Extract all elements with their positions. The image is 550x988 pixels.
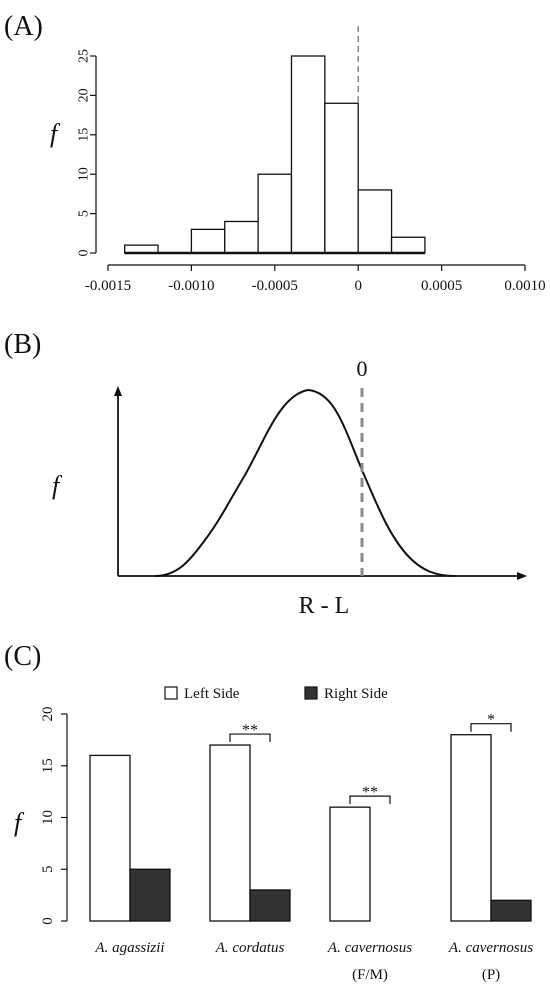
bar-left-side [209, 744, 251, 922]
histogram-bar [390, 236, 426, 254]
x-tick-label: -0.0010 [168, 278, 214, 294]
significance-marker: * [487, 712, 495, 729]
bar-left-side [329, 806, 371, 922]
panel-c-label: (C) [4, 641, 41, 672]
legend-right-label: Right Side [324, 686, 388, 702]
category-label: A. cordatus [215, 940, 285, 956]
panel-a-label: (A) [4, 11, 43, 42]
panel-b-xlabel: R - L [299, 593, 350, 619]
y-tick-label: 25 [77, 49, 92, 63]
y-tick-label: 15 [77, 128, 92, 142]
panel-a: (A) f -0.0015 -0.0010 -0.0005 0 0.0005 0.0010… [4, 11, 546, 294]
y-tick-label: 0 [40, 917, 56, 925]
category-sublabel: (P) [482, 967, 500, 983]
panel-c-ylabel: f [14, 808, 25, 837]
y-tick-label: 15 [40, 758, 56, 773]
y-tick-label: 20 [40, 707, 56, 722]
panel-a-ylabel: f [50, 119, 61, 148]
bar-left-side [450, 734, 492, 922]
y-tick-label: 10 [77, 167, 92, 181]
panel-b: (B) 0 f R - L [4, 329, 527, 619]
histogram-a: -0.0015 -0.0010 -0.0005 0 0.0005 0.0010 0 5 10 15… [77, 26, 546, 294]
histogram-bar [357, 189, 393, 254]
panel-b-ylabel: f [52, 471, 63, 500]
y-tick-label: 10 [40, 810, 56, 825]
category-label: A. cavernosus [448, 940, 533, 956]
histogram-bar [324, 102, 359, 254]
significance-bracket [229, 733, 271, 743]
distribution-curve [154, 388, 456, 577]
panel-c: (C) f Left Side Right Side 0 5 10 15 20 A. ag… [4, 641, 533, 983]
histogram-bar [190, 228, 226, 254]
legend-left-label: Left Side [184, 686, 240, 702]
bar-right-side [249, 889, 291, 922]
bar-left-side [89, 754, 131, 922]
x-tick-label: 0 [354, 278, 362, 294]
bar-chart-c: 0 5 10 15 20 A. agassizii ** A. cordatus ** A. ca… [40, 707, 533, 984]
y-tick-label: 5 [77, 210, 92, 217]
x-tick-label: -0.0015 [85, 278, 131, 294]
category-sublabel: (F/M) [352, 967, 388, 983]
category-label: A. agassizii [94, 940, 164, 956]
histogram-bar [257, 173, 293, 254]
panel-b-zero-label: 0 [357, 356, 368, 381]
category-label: A. cavernosus [327, 940, 412, 956]
significance-bracket [349, 795, 391, 805]
legend-swatch-right [304, 686, 318, 700]
x-tick-label: -0.0005 [252, 278, 298, 294]
significance-marker: ** [362, 784, 378, 801]
bar-right-side [490, 899, 532, 922]
histogram-bar [290, 55, 326, 254]
y-tick-label: 5 [40, 866, 56, 874]
panel-b-y-arrow [114, 386, 122, 396]
panel-b-label: (B) [4, 329, 41, 360]
x-tick-label: 0.0005 [421, 278, 462, 294]
x-tick-label: 0.0010 [504, 278, 545, 294]
bar-right-side [129, 868, 171, 922]
panel-b-x-arrow [517, 572, 527, 580]
significance-marker: ** [242, 722, 258, 739]
legend-swatch-left [164, 686, 178, 700]
y-tick-label: 20 [77, 88, 92, 102]
legend: Left Side Right Side [164, 686, 388, 702]
histogram-bar [224, 220, 259, 254]
significance-bracket [470, 723, 512, 732]
y-tick-label: 0 [77, 250, 92, 257]
